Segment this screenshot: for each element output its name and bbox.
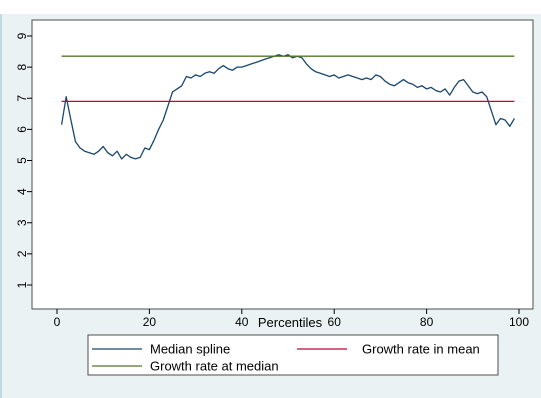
legend-label-growth-rate-in-mean: Growth rate in mean <box>362 342 480 357</box>
x-axis-title: Percentiles <box>258 315 323 330</box>
plot-area <box>31 19 534 310</box>
y-tick-label: 2 <box>15 250 29 257</box>
y-tick-label: 9 <box>15 32 29 39</box>
legend-box <box>87 334 499 376</box>
legend-label-growth-rate-at-median: Growth rate at median <box>150 359 279 374</box>
x-tick-label: 100 <box>509 315 529 329</box>
series-layer <box>60 54 515 160</box>
x-tick-label: 40 <box>235 315 249 329</box>
top-strip <box>0 0 541 14</box>
y-tick-label: 1 <box>15 281 29 288</box>
series-line-median-spline <box>60 54 515 160</box>
y-tick-label: 7 <box>15 95 29 102</box>
y-tick-label: 6 <box>15 126 29 133</box>
legend: Median spline Growth rate in mean Growth r… <box>92 342 480 374</box>
y-tick-label: 5 <box>15 157 29 164</box>
x-tick-label: 0 <box>54 315 61 329</box>
axis-layer: 1 2 3 4 5 6 7 8 9 0 20 40 60 80 100 <box>15 32 529 329</box>
legend-label-median-spline: Median spline <box>150 342 230 357</box>
x-tick-label: 60 <box>328 315 342 329</box>
y-tick-label: 3 <box>15 219 29 226</box>
x-tick-label: 20 <box>143 315 157 329</box>
y-tick-label: 4 <box>15 188 29 195</box>
y-tick-label: 8 <box>15 63 29 70</box>
x-tick-label: 80 <box>420 315 434 329</box>
